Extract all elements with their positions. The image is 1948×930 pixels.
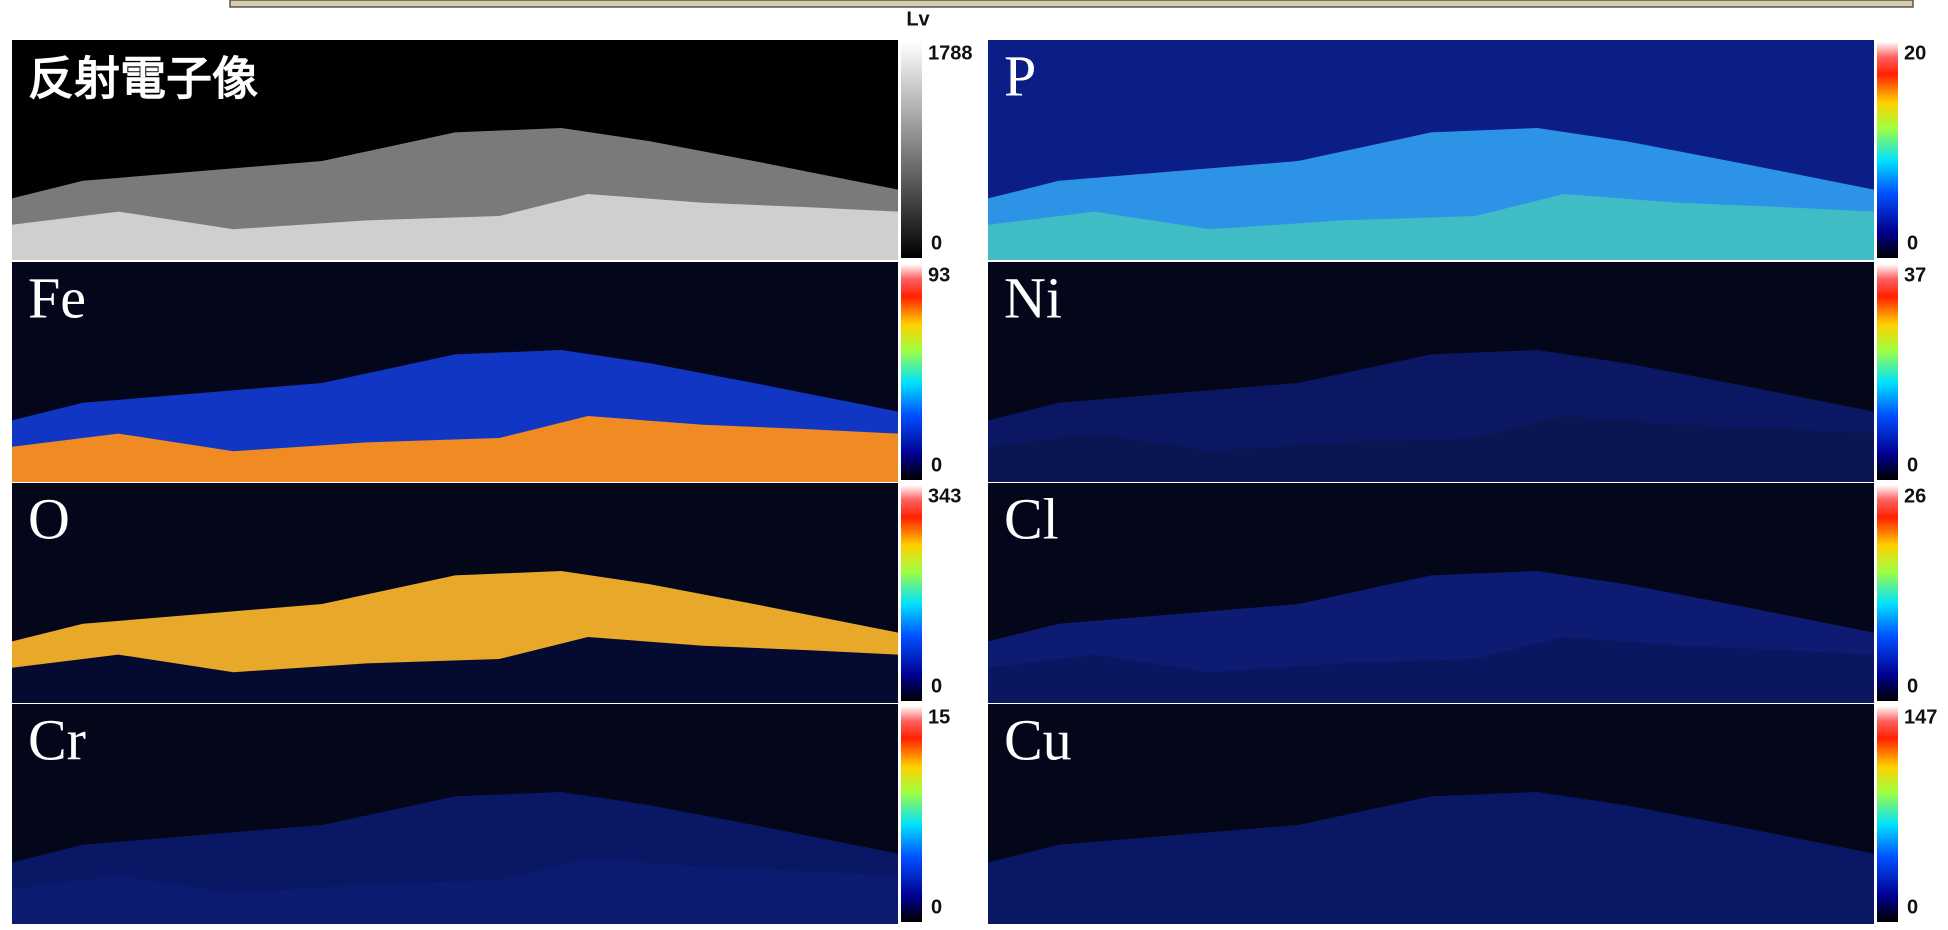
colorbar bbox=[1877, 42, 1898, 258]
panel-label: Fe bbox=[28, 265, 86, 330]
scale-max: 343 bbox=[928, 485, 961, 507]
scale-min: 0 bbox=[931, 454, 942, 476]
colorbar bbox=[1877, 264, 1898, 480]
panel-label: Cl bbox=[1004, 486, 1059, 551]
colorbar bbox=[901, 42, 922, 258]
map-panel: Fe 93 0 bbox=[12, 262, 950, 482]
map-panel: P 20 0 bbox=[988, 40, 1926, 260]
panel-label: P bbox=[1004, 43, 1036, 108]
colorbar bbox=[1877, 706, 1898, 922]
scale-min: 0 bbox=[931, 896, 942, 918]
colorbar bbox=[901, 485, 922, 701]
scale-min: 0 bbox=[931, 675, 942, 697]
figure: Lv 反射電子像 1788 0 P 20 0 Fe 93 0 Ni 37 0 O 343 0 Cl 26 0 Cr 1… bbox=[0, 0, 1948, 930]
panel-label: O bbox=[28, 486, 70, 551]
scale-max: 147 bbox=[1904, 706, 1937, 728]
scale-max: 26 bbox=[1904, 485, 1926, 507]
map-panel: Cr 15 0 bbox=[12, 704, 950, 924]
map-panel: Ni 37 0 bbox=[988, 262, 1926, 482]
map-panel: 反射電子像 1788 0 bbox=[12, 40, 973, 260]
scale-min: 0 bbox=[1907, 896, 1918, 918]
scale-min: 0 bbox=[931, 232, 942, 254]
scale-max: 20 bbox=[1904, 42, 1926, 64]
panel-label: Cr bbox=[28, 707, 86, 772]
scale-max: 1788 bbox=[928, 42, 973, 64]
scale-max: 37 bbox=[1904, 264, 1926, 286]
scale-min: 0 bbox=[1907, 232, 1918, 254]
panel-label: 反射電子像 bbox=[28, 52, 258, 106]
colorbar bbox=[901, 706, 922, 922]
scale-min: 0 bbox=[1907, 675, 1918, 697]
unit-label: Lv bbox=[906, 8, 930, 30]
scale-max: 15 bbox=[928, 706, 950, 728]
panel-label: Cu bbox=[1004, 707, 1072, 772]
panel-label: Ni bbox=[1004, 265, 1062, 330]
scale-max: 93 bbox=[928, 264, 950, 286]
map-panel: O 343 0 bbox=[12, 483, 961, 703]
top-image-strip bbox=[230, 0, 1913, 7]
colorbar bbox=[901, 264, 922, 480]
map-panel: Cl 26 0 bbox=[988, 483, 1926, 703]
map-panel: Cu 147 0 bbox=[988, 704, 1937, 924]
scale-min: 0 bbox=[1907, 454, 1918, 476]
colorbar bbox=[1877, 485, 1898, 701]
